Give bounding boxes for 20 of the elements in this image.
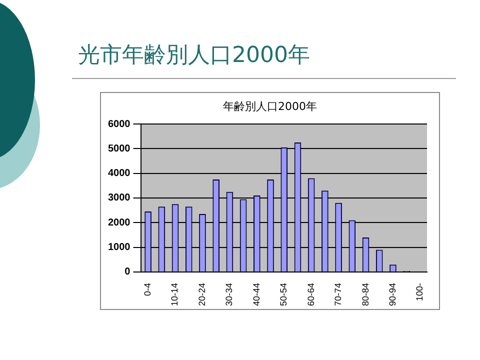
x-tick-label: 50-54	[278, 282, 289, 306]
x-tick-label: 30-34	[224, 282, 234, 306]
y-tick-label: 4000	[108, 168, 131, 180]
chart-title: 光市年齢別人口2000年	[78, 42, 310, 70]
y-tick-label: 1000	[108, 242, 131, 254]
x-tick-label: 20-24	[196, 282, 207, 306]
y-tick-label: 0	[124, 266, 131, 278]
y-tick-label: 5000	[108, 143, 131, 154]
x-tick-label: 0-4	[142, 282, 153, 296]
y-tick-label: 6000	[108, 118, 131, 130]
x-tick-label: 60-64	[306, 282, 316, 306]
chart-subtitle: 年齢別人口2000年	[222, 99, 318, 114]
x-tick-label: 70-74	[333, 282, 344, 306]
x-tick-label: 40-44	[251, 282, 262, 306]
x-tick-label: 90-94	[387, 282, 398, 306]
y-tick-label: 2000	[108, 217, 131, 228]
x-tick-label: 10-14	[170, 282, 180, 306]
x-tick-label: 80-84	[360, 282, 370, 306]
x-tick-label: 100-	[414, 282, 425, 301]
y-tick-label: 3000	[108, 192, 131, 204]
